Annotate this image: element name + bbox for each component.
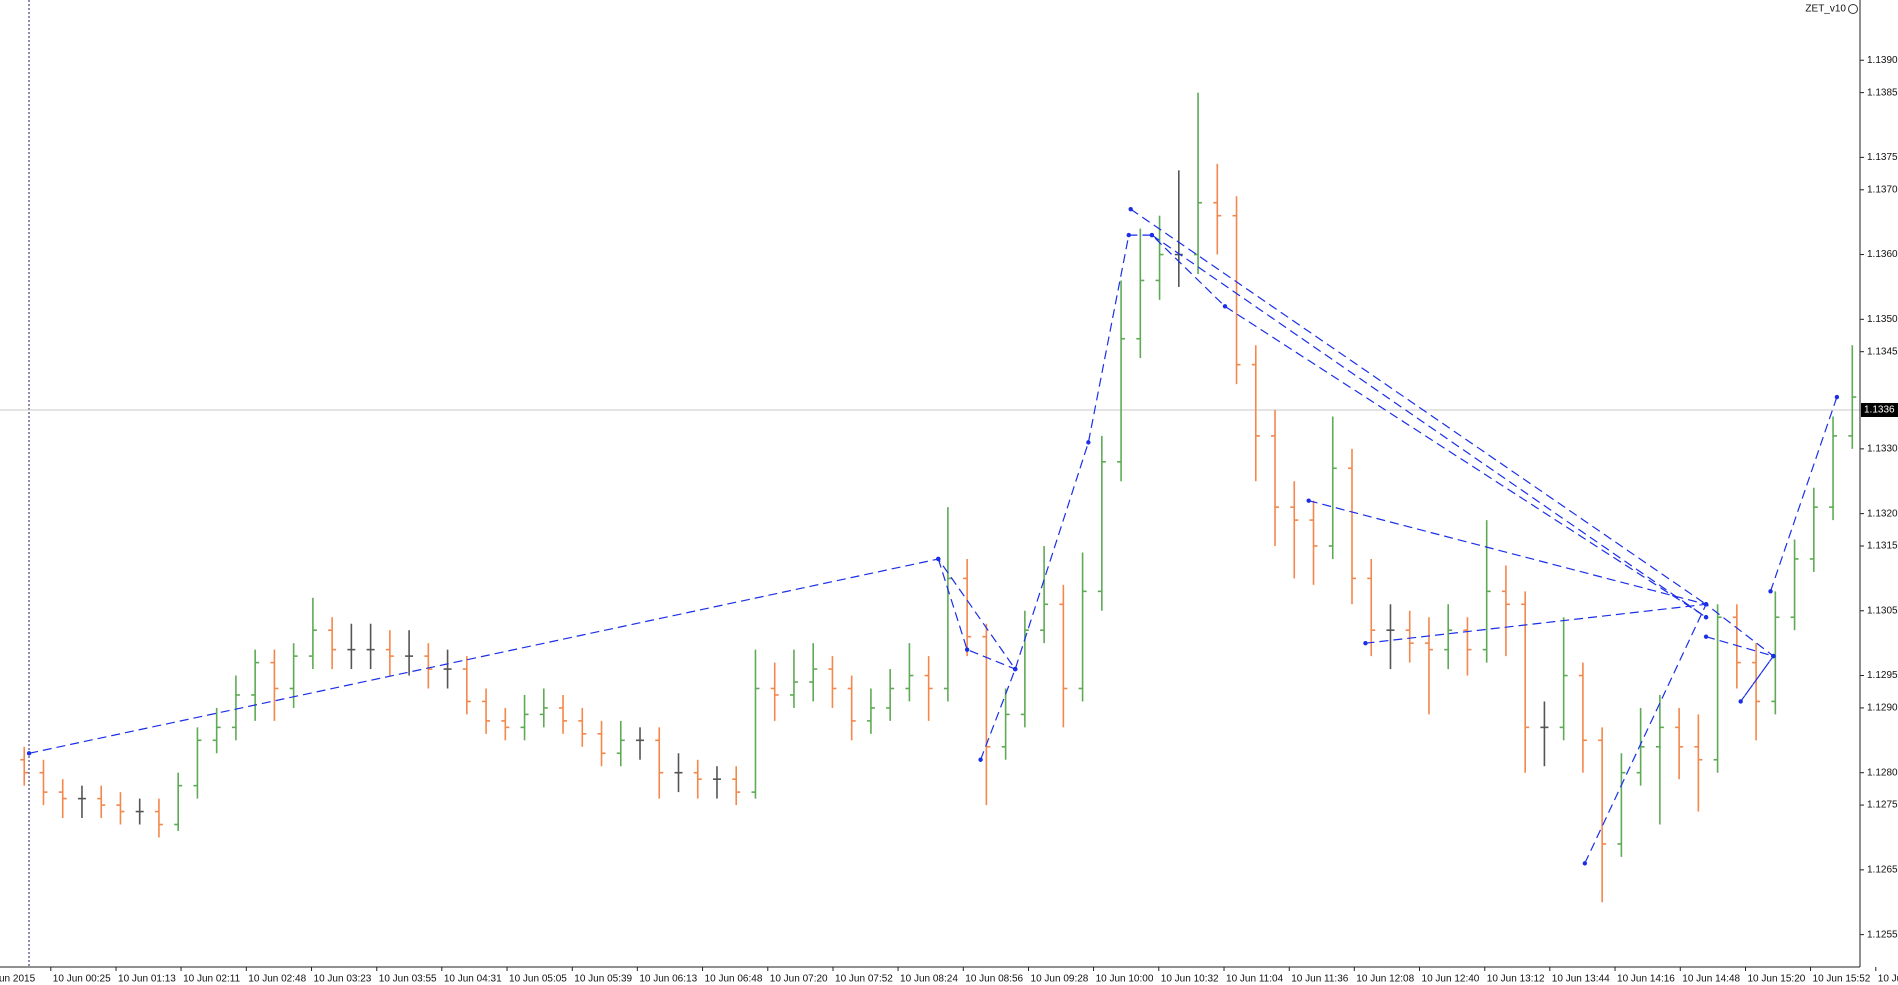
- x-tick-label: 10 Jun 15:52: [1813, 974, 1871, 985]
- zigzag-point: [1222, 304, 1228, 309]
- y-tick-label: 1.1275: [1867, 800, 1898, 811]
- zigzag-point: [1363, 640, 1368, 646]
- y-tick-label: 1.1280: [1867, 767, 1898, 778]
- zigzag-point: [1703, 615, 1709, 620]
- zigzag-point: [978, 757, 983, 762]
- x-tick-label: 10 Jun 2015: [0, 974, 36, 985]
- y-tick-label: 1.1295: [1867, 670, 1898, 681]
- x-tick-label: 10 Jun 05:39: [574, 974, 632, 985]
- zigzag-point: [1703, 634, 1709, 639]
- x-tick-label: 10 Jun 14:48: [1682, 974, 1740, 985]
- y-tick-label: 1.1370: [1867, 184, 1898, 195]
- x-tick-label: 10 Jun 09:28: [1031, 974, 1089, 985]
- zigzag-line: [937, 558, 1016, 670]
- zigzag-line: [980, 234, 1707, 760]
- x-tick-label: 10 Jun 00:25: [53, 974, 111, 985]
- y-tick-label: 1.1305: [1867, 605, 1898, 616]
- plot-area: [0, 92, 1860, 903]
- zigzag-point: [1738, 699, 1743, 704]
- x-tick-label: 10 Jun 06:48: [705, 974, 763, 985]
- y-tick-label: 1.1350: [1867, 314, 1898, 325]
- zigzag-point: [1703, 602, 1709, 607]
- zigzag-point: [936, 556, 941, 562]
- x-tick-label: 10 Jun 14:16: [1617, 974, 1675, 985]
- x-tick-label: 10 Jun 08:24: [900, 974, 958, 985]
- indicator-icon: [1848, 4, 1858, 14]
- zigzag-line: [1769, 396, 1838, 592]
- y-tick-label: 1.1345: [1867, 346, 1898, 357]
- indicator-label: ZET_v10: [1805, 4, 1846, 15]
- x-tick-label: 10 Jun 11:04: [1226, 974, 1284, 985]
- zigzag-point: [1086, 440, 1091, 445]
- x-tick-label: 10 Jun 02:48: [248, 974, 306, 985]
- x-tick-label: 10 Jun 16:24: [1878, 974, 1898, 985]
- zigzag-point: [26, 751, 32, 756]
- zigzag-point: [1013, 666, 1018, 672]
- zigzag-point: [1582, 861, 1588, 866]
- y-tick-label: 1.1390: [1867, 55, 1898, 66]
- zigzag-point: [1149, 232, 1155, 238]
- zigzag-point: [964, 647, 970, 652]
- y-tick-label: 1.1255: [1867, 929, 1898, 940]
- x-tick-label: 10 Jun 13:44: [1552, 974, 1610, 985]
- x-tick-label: 10 Jun 05:05: [509, 974, 567, 985]
- x-tick-label: 10 Jun 08:56: [965, 974, 1023, 985]
- x-tick-label: 10 Jun 01:13: [118, 974, 176, 985]
- y-tick-label: 1.1360: [1867, 249, 1898, 260]
- zigzag-point: [1126, 232, 1131, 238]
- zigzag-line: [1705, 636, 1774, 657]
- x-tick-label: 10 Jun 04:31: [444, 974, 502, 985]
- y-tick-label: 1.1330: [1867, 443, 1898, 454]
- x-tick-label: 10 Jun 13:12: [1487, 974, 1545, 985]
- x-tick-label: 10 Jun 15:20: [1748, 974, 1806, 985]
- y-tick-label: 1.1320: [1867, 508, 1898, 519]
- y-tick-label: 1.1385: [1867, 87, 1898, 98]
- zigzag-point: [1771, 653, 1776, 659]
- x-tick-label: 10 Jun 02:11: [183, 974, 241, 985]
- zigzag-point: [1768, 589, 1773, 594]
- zigzag-line: [1365, 603, 1707, 644]
- zigzag-point: [1128, 207, 1133, 212]
- y-tick-label: 1.1315: [1867, 541, 1898, 552]
- x-tick-label: 10 Jun 12:08: [1356, 974, 1414, 985]
- x-tick-label: 10 Jun 11:36: [1291, 974, 1349, 985]
- y-tick-label: 1.1265: [1867, 864, 1898, 875]
- x-tick-label: 10 Jun 12:40: [1422, 974, 1480, 985]
- x-tick-label: 10 Jun 03:23: [314, 974, 372, 985]
- current-price-label: 1.1336: [1864, 405, 1895, 416]
- zigzag-line: [1151, 234, 1707, 618]
- zigzag-point: [1834, 394, 1840, 400]
- y-tick-label: 1.1375: [1867, 152, 1898, 163]
- zigzag-line: [28, 558, 1016, 754]
- x-tick-label: 10 Jun 07:20: [770, 974, 828, 985]
- zigzag-point: [1306, 498, 1311, 503]
- y-tick-label: 1.1290: [1867, 703, 1898, 714]
- x-tick-label: 10 Jun 10:00: [1096, 974, 1154, 985]
- current-price-box: [1861, 402, 1898, 417]
- x-tick-label: 10 Jun 07:52: [835, 974, 893, 985]
- zigzag-line: [1308, 500, 1707, 605]
- x-tick-label: 10 Jun 03:55: [379, 974, 437, 985]
- x-tick-label: 10 Jun 06:13: [639, 974, 697, 985]
- x-tick-label: 10 Jun 10:32: [1161, 974, 1219, 985]
- zigzag-line: [1130, 208, 1707, 605]
